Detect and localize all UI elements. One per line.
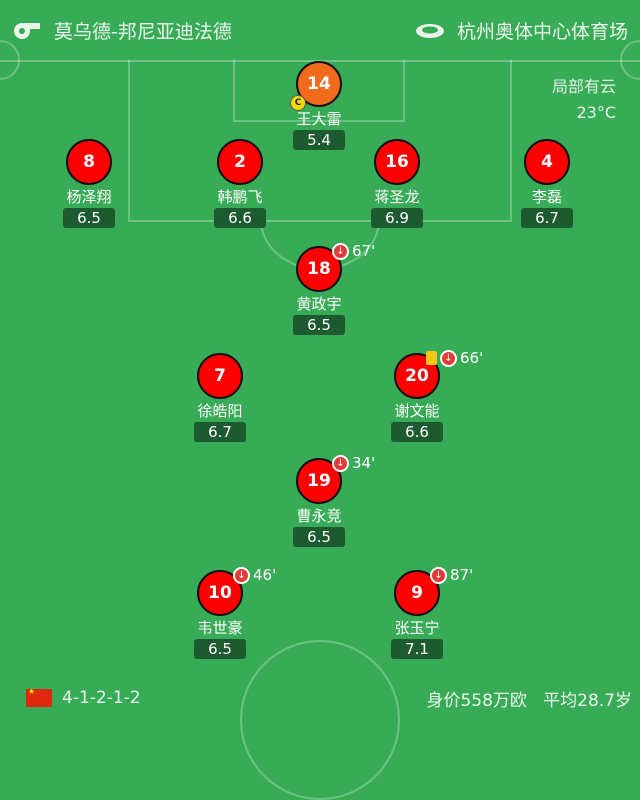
player-rating: 6.5 [293, 315, 345, 335]
china-flag-icon [26, 687, 52, 707]
player-number-badge: 8 [66, 139, 112, 185]
weather-condition: 局部有云 [551, 77, 616, 96]
player-name: 李磊 [531, 188, 562, 206]
match-header: 莫乌德-邦尼亚迪法德 杭州奥体中心体育场 [0, 0, 640, 60]
player-number-badge: 18 ↓ 67' [296, 242, 375, 292]
player-name: 韩鹏飞 [217, 188, 263, 206]
referee-info: 莫乌德-邦尼亚迪法德 [12, 17, 232, 44]
team-stats: 身价558万欧 平均28.7岁 [426, 686, 632, 711]
player-16[interactable]: 16 蒋圣龙 6.9 [337, 139, 457, 228]
stadium-name: 杭州奥体中心体育场 [456, 20, 628, 43]
substitution-info: ↓ 87' [430, 566, 473, 584]
captain-badge: C [290, 95, 306, 111]
player-14[interactable]: 14 C 王大雷 5.4 [259, 61, 379, 150]
team-value: 身价558万欧 [426, 690, 527, 711]
stadium-info: 杭州奥体中心体育场 [415, 17, 628, 44]
player-rating: 6.5 [194, 639, 246, 659]
player-10[interactable]: 10 ↓ 46' 韦世豪 6.5 [160, 566, 280, 659]
sub-out-icon: ↓ [233, 566, 250, 584]
player-name: 黄政宇 [296, 295, 342, 313]
player-rating: 6.6 [214, 208, 266, 228]
formation-info: 4-1-2-1-2 [26, 687, 141, 708]
substitution-info: ↓ 66' [426, 349, 483, 367]
referee-name: 莫乌德-邦尼亚迪法德 [54, 20, 232, 43]
player-20[interactable]: 20 ↓ 66' 谢文能 6.6 [357, 349, 483, 442]
sub-out-icon: ↓ [440, 349, 457, 367]
whistle-icon [14, 23, 40, 39]
player-name: 徐皓阳 [197, 402, 243, 420]
player-7[interactable]: 7 徐皓阳 6.7 [160, 353, 280, 442]
player-rating: 5.4 [293, 130, 345, 150]
weather-info: 局部有云 23°C [552, 74, 616, 126]
player-18[interactable]: 18 ↓ 67' 黄政宇 6.5 [259, 242, 379, 335]
player-number-badge: 2 [217, 139, 263, 185]
substitution-info: ↓ 67' [332, 242, 375, 260]
sub-out-icon: ↓ [332, 454, 349, 472]
center-circle [240, 640, 400, 800]
player-number-badge: 14 C [290, 61, 342, 111]
player-name: 张玉宁 [394, 619, 440, 637]
penalty-box [128, 60, 512, 222]
player-name: 蒋圣龙 [374, 188, 420, 206]
player-number-badge: 16 [374, 139, 420, 185]
player-8[interactable]: 8 杨泽翔 6.5 [29, 139, 149, 228]
player-rating: 6.7 [521, 208, 573, 228]
sub-out-icon: ↓ [332, 242, 349, 260]
player-rating: 6.5 [63, 208, 115, 228]
player-number-badge: 9 ↓ 87' [394, 566, 473, 616]
substitution-info: ↓ 46' [233, 566, 276, 584]
player-number-badge: 19 ↓ 34' [296, 454, 375, 504]
player-rating: 6.9 [371, 208, 423, 228]
team-footer: 4-1-2-1-2 身价558万欧 平均28.7岁 [0, 682, 640, 714]
player-name: 韦世豪 [197, 619, 243, 637]
sub-out-icon: ↓ [430, 566, 447, 584]
player-number-badge: 4 [524, 139, 570, 185]
player-4[interactable]: 4 李磊 6.7 [487, 139, 607, 228]
player-name: 王大雷 [296, 110, 342, 128]
player-number-badge: 7 [197, 353, 243, 399]
player-name: 谢文能 [394, 402, 440, 420]
player-19[interactable]: 19 ↓ 34' 曹永竞 6.5 [259, 454, 379, 547]
player-name: 杨泽翔 [66, 188, 112, 206]
weather-temperature: 23°C [576, 103, 616, 122]
player-rating: 6.6 [391, 422, 443, 442]
player-name: 曹永竞 [296, 507, 342, 525]
substitution-info: ↓ 34' [332, 454, 375, 472]
goal-area [233, 60, 405, 122]
player-number-badge: 10 ↓ 46' [197, 566, 276, 616]
player-rating: 6.5 [293, 527, 345, 547]
stadium-icon [415, 24, 444, 38]
player-2[interactable]: 2 韩鹏飞 6.6 [180, 139, 300, 228]
average-age: 平均28.7岁 [543, 690, 632, 711]
player-rating: 7.1 [391, 639, 443, 659]
player-number-badge: 20 ↓ 66' [394, 349, 483, 399]
yellow-card-icon [426, 351, 437, 365]
player-9[interactable]: 9 ↓ 87' 张玉宁 7.1 [357, 566, 477, 659]
formation: 4-1-2-1-2 [62, 688, 141, 708]
player-rating: 6.7 [194, 422, 246, 442]
